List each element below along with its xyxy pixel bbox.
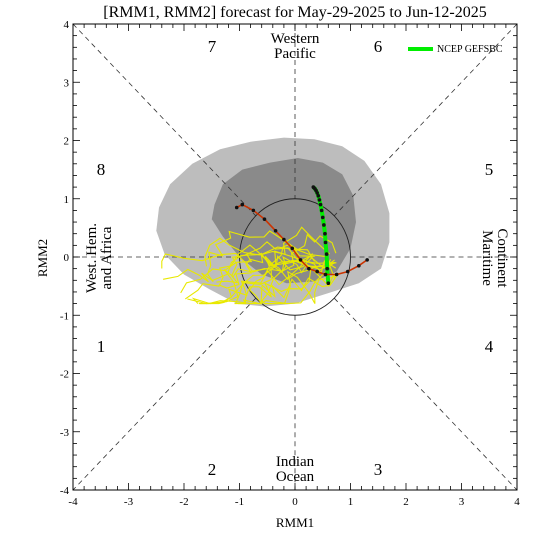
series-point-1 [298,258,303,262]
series-point-1 [251,208,256,213]
ensemble-member-track [162,246,315,283]
ensemble-member-track [238,262,337,305]
inner-spread-area [211,158,356,284]
ensemble-member-track [216,241,335,284]
region-label-right-line1: Maritime [479,230,495,286]
region-label-top-line1: Western [271,31,320,47]
series-point-1 [315,269,320,274]
y-tick-label: 3 [64,77,70,89]
series-point-0 [323,231,327,236]
series-point-0 [311,185,316,189]
region-label-left-line1: West. Hem. [84,223,100,293]
phase-label-2: 2 [208,460,217,479]
y-tick-label: 4 [64,19,70,31]
region-label-top-line2: Pacific [274,46,316,62]
region-label-left-line2: and Africa [99,226,115,289]
series-point-1 [234,205,239,210]
x-tick-label: 2 [403,496,409,508]
phase-label-5: 5 [485,160,494,179]
x-tick-label: 0 [292,496,298,508]
phase-label-6: 6 [374,37,383,56]
x-tick-label: -2 [179,496,188,508]
x-tick-label: -4 [68,496,78,508]
x-axis-label: RMM1 [276,515,314,530]
series-point-1 [282,237,286,242]
series-point-1 [290,246,295,251]
x-tick-label: 3 [459,496,465,508]
series-point-1 [323,272,328,277]
legend-label: NCEP GEFSBC [437,44,503,55]
y-tick-label: -2 [60,369,69,381]
series-point-0 [322,223,326,227]
region-labels: Western Pacific Indian Ocean West. Hem. … [84,31,510,485]
y-tick-label: -3 [60,427,70,439]
x-tick-label: -3 [124,496,134,508]
series-point-1 [262,217,267,221]
ensemble-member-track [218,243,315,289]
phase-labels: 7 6 8 5 1 4 2 3 [97,37,494,479]
region-label-bottom-line1: Indian [276,454,315,470]
diagonal-line [333,297,518,491]
ensemble-member-track [187,260,336,305]
chart-title: [RMM1, RMM2] forecast for May-29-2025 to… [103,4,487,21]
legend: NCEP GEFSBC [408,44,503,55]
series-point-0 [319,208,324,213]
series-point-0 [326,281,331,286]
region-label-bottom-line2: Ocean [276,469,315,485]
x-tick-label: 1 [348,496,354,508]
series-point-1 [365,258,369,262]
series-point-1 [273,228,278,233]
series-point-0 [320,215,325,220]
phase-label-3: 3 [374,460,383,479]
series-point-1 [240,202,245,207]
phase-label-8: 8 [97,160,106,179]
phase-label-7: 7 [208,37,217,56]
series-point-1 [357,263,361,268]
series-point-1 [345,269,350,274]
series-point-0 [325,266,329,271]
phase-guides [72,23,518,491]
forecast-tracks [234,185,369,286]
phase-label-4: 4 [485,337,494,356]
y-tick-label: 2 [64,136,70,148]
y-tick-label: -4 [60,485,70,497]
series-point-0 [318,202,323,207]
y-tick-label: 1 [64,194,70,206]
ensemble-member-track [191,253,314,305]
series-point-0 [317,198,322,202]
ensemble-member-track [204,226,331,267]
ensemble-member-track [248,255,332,305]
series-point-1 [334,272,339,277]
axes: -4 -3 -2 -1 0 1 2 3 4 -4 -3 -2 -1 0 1 2 3 4 [60,19,520,508]
series-point-1 [307,266,311,271]
diagonal-line [72,23,257,217]
ensemble-member-track [198,250,337,305]
region-label-right-line2: Continent [494,228,510,288]
y-axis-label: RMM2 [35,239,50,277]
x-tick-label: -1 [235,496,244,508]
ensemble-member-track [206,230,328,283]
phase-label-1: 1 [97,337,106,356]
diagonal-line [333,23,518,217]
ensemble-member-track [184,244,313,300]
y-tick-label: 0 [64,252,70,264]
ensemble-member-track [260,273,339,305]
diagonal-line [72,297,257,491]
ensemble-member-track [234,233,337,305]
series-point-0 [323,240,328,245]
x-tick-label: 4 [514,496,520,508]
series-point-0 [316,194,321,198]
series-point-0 [324,252,329,256]
y-tick-label: -1 [60,310,69,322]
